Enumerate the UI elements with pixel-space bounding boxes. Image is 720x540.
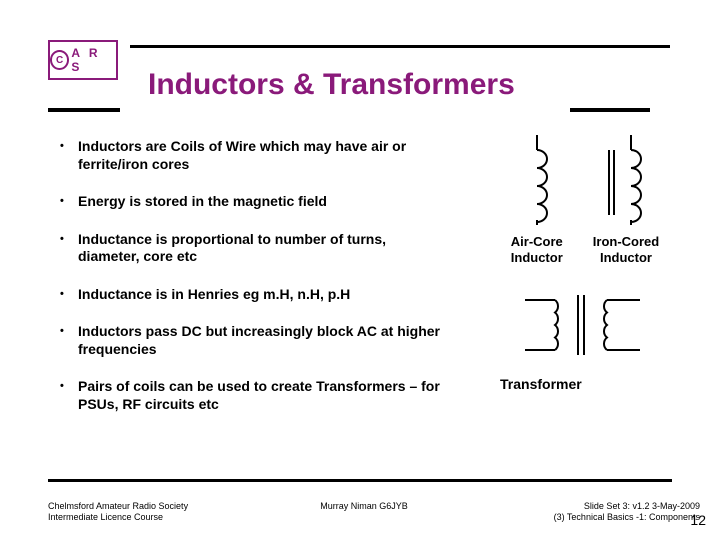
logo-circle-icon: C xyxy=(50,50,69,70)
footer-version: Slide Set 3: v1.2 3-May-2009 xyxy=(584,501,700,511)
diagram-label: Inductor xyxy=(600,250,652,265)
inductor-iron-icon xyxy=(596,135,656,225)
slide-number: 12 xyxy=(690,512,706,528)
diagram-label: Air-Core xyxy=(511,234,563,249)
bullet-item: •Pairs of coils can be used to create Tr… xyxy=(60,378,440,413)
footer-org: Chelmsford Amateur Radio Society xyxy=(48,501,188,511)
bullet-text: Inductors pass DC but increasingly block… xyxy=(78,323,440,358)
transformer-icon xyxy=(510,285,660,365)
diagram-label: Transformer xyxy=(500,376,690,392)
bullet-item: •Inductance is in Henries eg m.H, n.H, p… xyxy=(60,286,440,304)
footer-course: Intermediate Licence Course xyxy=(48,512,163,522)
bullet-item: •Inductors are Coils of Wire which may h… xyxy=(60,138,440,173)
bullet-text: Energy is stored in the magnetic field xyxy=(78,193,327,211)
bullet-list: •Inductors are Coils of Wire which may h… xyxy=(60,138,440,433)
footer: Chelmsford Amateur Radio Society Interme… xyxy=(48,501,700,524)
bullet-text: Pairs of coils can be used to create Tra… xyxy=(78,378,440,413)
diagram-label: Inductor xyxy=(511,250,563,265)
bottom-rule xyxy=(48,479,672,482)
iron-core-inductor-diagram: Iron-Cored Inductor xyxy=(593,135,659,265)
logo: C A R S xyxy=(48,40,118,80)
footer-author: Murray Niman G6JYB xyxy=(320,501,408,511)
bullet-item: •Inductors pass DC but increasingly bloc… xyxy=(60,323,440,358)
logo-text: A R S xyxy=(71,46,116,74)
bullet-item: •Inductance is proportional to number of… xyxy=(60,231,440,266)
footer-section: (3) Technical Basics -1: Components xyxy=(554,512,700,522)
bullet-text: Inductance is proportional to number of … xyxy=(78,231,440,266)
bullet-item: •Energy is stored in the magnetic field xyxy=(60,193,440,211)
inductor-icon xyxy=(512,135,562,225)
diagrams-region: Air-Core Inductor Iron-Cored Inductor xyxy=(480,135,690,392)
transformer-diagram: Transformer xyxy=(480,285,690,392)
diagram-label: Iron-Cored xyxy=(593,234,659,249)
bullet-text: Inductance is in Henries eg m.H, n.H, p.… xyxy=(78,286,350,304)
slide-title: Inductors & Transformers xyxy=(148,68,515,102)
under-rule-right xyxy=(570,108,650,112)
under-rule-left xyxy=(48,108,120,112)
bullet-text: Inductors are Coils of Wire which may ha… xyxy=(78,138,440,173)
air-core-inductor-diagram: Air-Core Inductor xyxy=(511,135,563,265)
top-rule xyxy=(130,45,670,48)
